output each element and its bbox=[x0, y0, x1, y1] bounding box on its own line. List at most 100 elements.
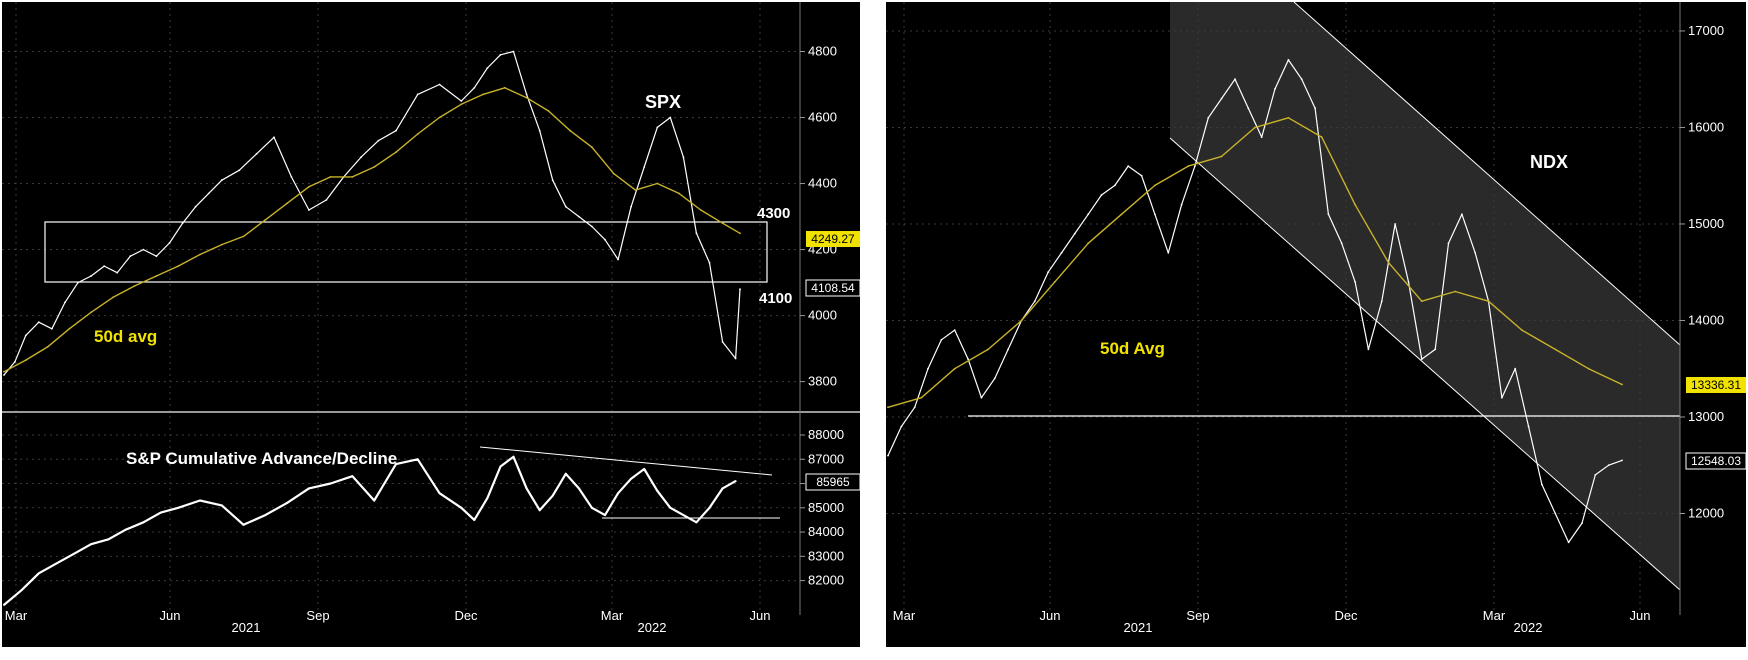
spx-price-point bbox=[377, 139, 380, 142]
ndx-price-point bbox=[1541, 483, 1543, 486]
ndx-avg-point bbox=[920, 396, 923, 399]
ndx-price-point bbox=[1194, 165, 1196, 168]
spx-avg-point bbox=[482, 93, 484, 96]
right-x-tick-label: Dec bbox=[1334, 608, 1358, 623]
ndx-price-point bbox=[953, 329, 956, 331]
adv-dec-y-tick-labels: 82000830008400085000860008700088000 bbox=[800, 427, 844, 588]
spx-price-point bbox=[116, 271, 119, 274]
spx-avg-point bbox=[46, 346, 49, 348]
spx-last-value: 4108.54 bbox=[811, 281, 855, 295]
ndx-avg-point bbox=[1053, 281, 1056, 283]
adv-dec-point bbox=[286, 501, 289, 504]
ndx-price-point bbox=[1594, 474, 1597, 476]
spx-avg-point bbox=[699, 209, 702, 211]
ndx-y-tick-label: 16000 bbox=[1688, 119, 1724, 134]
left-footer-title: SPX Index (S&P 500 INDEX) Daily 01MAR202… bbox=[4, 646, 246, 656]
ndx-price-point bbox=[1607, 464, 1610, 467]
ndx-price-point bbox=[1114, 184, 1116, 187]
ndx-price-point bbox=[1087, 213, 1090, 216]
ndx-y-tick-label: 15000 bbox=[1688, 216, 1724, 231]
left-year-2022: 2022 bbox=[638, 620, 667, 635]
ndx-price-point bbox=[1260, 136, 1263, 139]
spx-avg-point bbox=[634, 189, 637, 192]
left-x-tick-label: Jun bbox=[160, 608, 181, 623]
right-x-tick-label: Jun bbox=[1040, 608, 1061, 623]
right-x-tick-label: Mar bbox=[1483, 608, 1506, 623]
ndx-price-point bbox=[913, 406, 916, 409]
spx-avg-point bbox=[112, 296, 114, 299]
spx-price-point bbox=[155, 255, 158, 258]
spx-avg-point bbox=[329, 176, 332, 178]
right-footer-timestamp: 05-Jun-2022 08:20:12 bbox=[1657, 646, 1745, 656]
ndx-avg-last-value-box bbox=[1686, 377, 1746, 393]
ndx-channel-shading bbox=[1170, 2, 1680, 590]
ndx-price-point bbox=[1274, 88, 1276, 90]
left-x-tick-label: Dec bbox=[454, 608, 478, 623]
ndx-avg-point bbox=[1220, 155, 1223, 158]
ndx-label: NDX bbox=[1530, 152, 1568, 172]
adv-dec-point bbox=[656, 489, 659, 492]
spx-price-point bbox=[739, 288, 741, 291]
adv-dec-point bbox=[486, 497, 489, 500]
right-x-tick-labels: Mar Jun Sep Dec Mar Jun bbox=[893, 608, 1651, 623]
spx-price-point bbox=[64, 301, 66, 304]
spx-price-point bbox=[512, 50, 515, 53]
spx-price-point bbox=[682, 156, 685, 159]
spx-price-point bbox=[220, 179, 223, 182]
ndx-avg-point bbox=[1420, 300, 1423, 303]
ndx-price-point bbox=[1367, 348, 1370, 351]
ndx-avg-point bbox=[987, 348, 989, 351]
adv-dec-point bbox=[242, 523, 245, 526]
spx-price-point bbox=[37, 321, 40, 324]
ndx-price-point bbox=[1527, 425, 1530, 428]
spx-avg-point bbox=[678, 192, 680, 195]
spx-price-point bbox=[486, 67, 489, 69]
spx-avg-point bbox=[242, 235, 245, 238]
ndx-price-point bbox=[1127, 165, 1130, 168]
right-x-tick-label: Sep bbox=[1186, 608, 1209, 623]
left-x-tick-label: Mar bbox=[601, 608, 624, 623]
spx-avg-point bbox=[264, 219, 267, 221]
right-panel: 12000 13000 14000 15000 16000 17000 NDX 50d A… bbox=[886, 1, 1747, 656]
adv-dec-point bbox=[734, 480, 737, 483]
spx-avg-point bbox=[199, 253, 201, 256]
spx-avg-point bbox=[286, 202, 288, 205]
spx-avg-point bbox=[308, 185, 310, 188]
adv-dec-point bbox=[142, 521, 145, 524]
ndx-50d-avg-label: 50d Avg bbox=[1100, 339, 1165, 358]
spx-avg-point bbox=[721, 222, 724, 225]
adv-dec-point bbox=[307, 487, 310, 490]
ndx-channel-upper-line bbox=[1293, 1, 1681, 346]
spx-avg-point bbox=[395, 151, 397, 154]
ndx-price-point bbox=[927, 367, 929, 370]
adv-dec-last-value-tag: 85965 bbox=[805, 473, 861, 491]
ndx-avg-point bbox=[1020, 319, 1023, 322]
spx-avg-point bbox=[90, 311, 92, 314]
ndx-price-point bbox=[1033, 300, 1036, 303]
adv-dec-y-tick-label: 87000 bbox=[808, 451, 844, 466]
spx-y-tick-label: 4600 bbox=[808, 110, 837, 125]
spx-price-point bbox=[395, 129, 397, 132]
ndx-avg-point bbox=[1554, 348, 1557, 351]
spx-y-tick-label: 4000 bbox=[808, 308, 837, 323]
range-bottom-label: 4100 bbox=[759, 290, 792, 307]
ndx-price-point bbox=[900, 425, 903, 428]
spx-avg-point bbox=[547, 110, 550, 112]
ndx-price-point bbox=[1180, 203, 1183, 206]
spx-price-point bbox=[168, 242, 171, 244]
ndx-price-point bbox=[1060, 252, 1063, 254]
ndx-price-point bbox=[1461, 213, 1463, 216]
spx-avg-point bbox=[68, 327, 71, 330]
adv-dec-point bbox=[107, 538, 110, 541]
spx-price-point bbox=[90, 275, 92, 277]
spx-price-point bbox=[525, 93, 528, 96]
ndx-price-point bbox=[993, 377, 996, 380]
ndx-avg-point bbox=[1354, 203, 1356, 206]
ndx-price-point bbox=[1167, 252, 1170, 254]
ndx-avg-last-value: 13336.31 bbox=[1691, 378, 1741, 392]
ndx-price-point bbox=[1140, 174, 1143, 177]
adv-dec-y-tick-label: 85000 bbox=[808, 500, 844, 515]
spx-price-point bbox=[308, 209, 310, 211]
spx-avg-point bbox=[525, 96, 528, 99]
